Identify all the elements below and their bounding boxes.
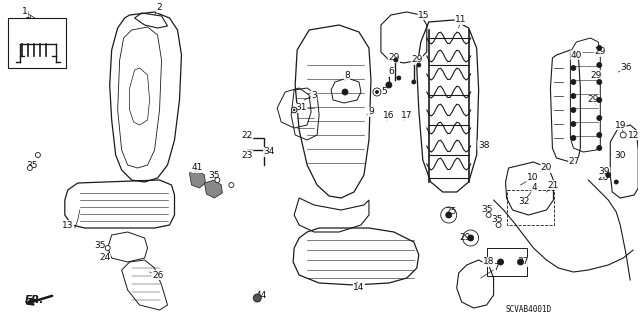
Text: 35: 35 [94,241,106,249]
Text: 32: 32 [518,197,529,206]
Circle shape [445,212,452,218]
Circle shape [342,89,348,95]
Circle shape [496,222,501,227]
Bar [8,18,66,68]
Text: 16: 16 [383,110,395,120]
Text: 35: 35 [26,160,38,169]
Text: 35: 35 [481,205,492,214]
Circle shape [397,76,401,80]
Text: 35: 35 [209,170,220,180]
Circle shape [571,79,576,85]
Text: 19: 19 [614,121,626,130]
Text: 29: 29 [591,70,602,79]
Bar [507,190,554,225]
Circle shape [614,180,618,184]
Text: 8: 8 [344,70,350,79]
Text: 26: 26 [152,271,163,279]
Text: 36: 36 [620,63,632,72]
Text: 29: 29 [388,54,399,63]
Text: 25: 25 [445,207,456,217]
Text: 37: 37 [518,257,529,266]
Text: 29: 29 [411,56,422,64]
Text: 4: 4 [532,183,538,192]
Circle shape [291,107,297,113]
Text: 44: 44 [255,291,267,300]
Text: 29: 29 [588,95,599,105]
Circle shape [571,136,576,140]
Text: FR.: FR. [25,295,45,305]
Text: SCVAB4001D: SCVAB4001D [506,306,552,315]
Text: 29: 29 [595,48,606,56]
Circle shape [253,294,261,302]
Circle shape [597,132,602,137]
Text: 10: 10 [527,174,538,182]
Text: 18: 18 [483,257,494,266]
Text: 15: 15 [418,11,429,19]
Circle shape [571,108,576,113]
Text: 13: 13 [62,220,74,229]
Text: 22: 22 [242,130,253,139]
Text: 23: 23 [242,151,253,160]
Text: 39: 39 [598,167,610,176]
Circle shape [606,173,611,177]
Text: 41: 41 [192,164,203,173]
Text: 6: 6 [388,68,394,77]
Text: 17: 17 [401,110,413,120]
Circle shape [386,82,392,88]
Circle shape [394,58,398,62]
Text: 12: 12 [627,130,639,139]
Text: 2: 2 [157,4,163,12]
Circle shape [571,93,576,99]
Circle shape [597,145,602,151]
Text: 28: 28 [598,174,609,182]
Circle shape [597,98,602,102]
Text: 30: 30 [614,151,626,160]
Text: 27: 27 [569,158,580,167]
Bar [486,248,527,276]
Circle shape [468,235,474,241]
Text: 11: 11 [455,16,467,25]
Circle shape [105,246,110,250]
Text: 38: 38 [478,140,490,150]
Text: 20: 20 [541,164,552,173]
Circle shape [571,122,576,127]
Circle shape [229,182,234,188]
Text: 40: 40 [571,50,582,60]
Text: 24: 24 [99,254,110,263]
Circle shape [28,166,33,170]
Circle shape [376,91,378,93]
Text: 21: 21 [548,181,559,189]
Circle shape [486,212,491,218]
Polygon shape [189,170,205,188]
Polygon shape [204,180,222,198]
Text: 3: 3 [311,91,317,100]
Text: 1: 1 [22,8,28,17]
Text: 1: 1 [25,11,31,19]
Text: 31: 31 [296,103,307,113]
Circle shape [215,177,220,182]
Text: 14: 14 [353,284,365,293]
Text: 5: 5 [381,86,387,95]
Circle shape [293,109,295,111]
Circle shape [518,259,524,265]
Text: 9: 9 [368,108,374,116]
Circle shape [597,46,602,50]
Circle shape [571,65,576,70]
Circle shape [597,79,602,85]
Circle shape [412,80,416,84]
Text: 34: 34 [264,147,275,157]
Text: 35: 35 [491,216,502,225]
Circle shape [417,63,421,67]
Circle shape [597,63,602,68]
Text: 29: 29 [459,234,470,242]
Text: 7: 7 [493,263,499,272]
Circle shape [35,152,40,158]
Circle shape [597,115,602,121]
Circle shape [497,259,504,265]
